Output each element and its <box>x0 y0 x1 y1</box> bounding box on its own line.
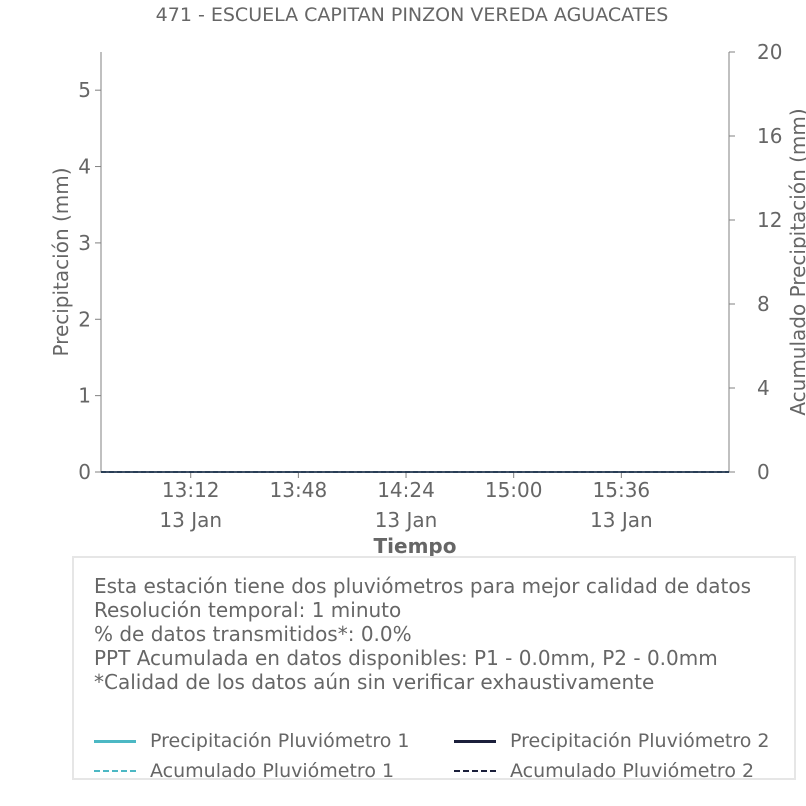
chart-title: 471 - ESCUELA CAPITAN PINZON VEREDA AGUA… <box>156 4 669 26</box>
info-line-quality-note: *Calidad de los datos aún sin verificar … <box>94 670 655 694</box>
legend-label-precip-p1: Precipitación Pluviómetro 1 <box>150 730 410 752</box>
y2-tick-label: 12 <box>757 208 782 232</box>
x-tick-label-date: 13 Jan <box>159 508 222 532</box>
info-line-transmitted: % de datos transmitidos*: 0.0% <box>94 622 412 646</box>
y2-tick-label: 20 <box>757 40 782 64</box>
info-line-two-gauges: Esta estación tiene dos pluviómetros par… <box>94 574 752 598</box>
precipitation-chart: 471 - ESCUELA CAPITAN PINZON VEREDA AGUA… <box>49 4 806 556</box>
x-tick-label-date: 13 Jan <box>590 508 653 532</box>
info-line-resolution: Resolución temporal: 1 minuto <box>94 598 402 622</box>
legend-item-acum-p1: Acumulado Pluviómetro 1 <box>94 760 394 782</box>
y-axis-label: Precipitación (mm) <box>49 167 73 356</box>
x-tick-label-date: 13 Jan <box>375 508 438 532</box>
y2-tick-label: 4 <box>757 376 770 400</box>
legend-item-acum-p2: Acumulado Pluviómetro 2 <box>454 760 754 782</box>
x-tick-label-time: 13:12 <box>162 478 220 502</box>
x-tick-label-time: 14:24 <box>377 478 435 502</box>
legend-swatch-precip-p2 <box>454 739 496 743</box>
y-tick-label: 4 <box>78 155 91 179</box>
x-tick-label-time: 13:48 <box>270 478 328 502</box>
legend-label-precip-p2: Precipitación Pluviómetro 2 <box>510 730 770 752</box>
y-tick-label: 2 <box>78 307 91 331</box>
legend-swatch-acum-p1 <box>94 770 136 772</box>
plot-axes <box>95 51 735 478</box>
info-panel: Esta estación tiene dos pluviómetros par… <box>72 556 796 782</box>
legend-item-precip-p1: Precipitación Pluviómetro 1 <box>94 730 410 752</box>
y-tick-label: 5 <box>78 78 91 102</box>
x-tick-label-time: 15:36 <box>593 478 651 502</box>
legend-label-acum-p2: Acumulado Pluviómetro 2 <box>510 760 755 782</box>
info-text: Esta estación tiene dos pluviómetros par… <box>94 574 751 694</box>
y2-tick-label: 16 <box>757 124 782 148</box>
legend-swatch-acum-p2 <box>454 770 496 772</box>
y2-axis-label: Acumulado Precipitación (mm) <box>786 108 806 415</box>
y2-tick-label: 0 <box>757 460 770 484</box>
y-tick-label: 0 <box>78 460 91 484</box>
x-axis-label: Tiempo <box>374 534 457 556</box>
legend-label-acum-p1: Acumulado Pluviómetro 1 <box>150 760 395 782</box>
legend-swatch-precip-p1 <box>94 739 136 743</box>
y2-tick-label: 8 <box>757 292 770 316</box>
y-tick-label: 3 <box>78 231 91 255</box>
legend-item-precip-p2: Precipitación Pluviómetro 2 <box>454 730 770 752</box>
x-tick-label-time: 15:00 <box>485 478 543 502</box>
y-tick-label: 1 <box>78 384 91 408</box>
info-line-accumulated: PPT Acumulada en datos disponibles: P1 -… <box>94 646 718 670</box>
